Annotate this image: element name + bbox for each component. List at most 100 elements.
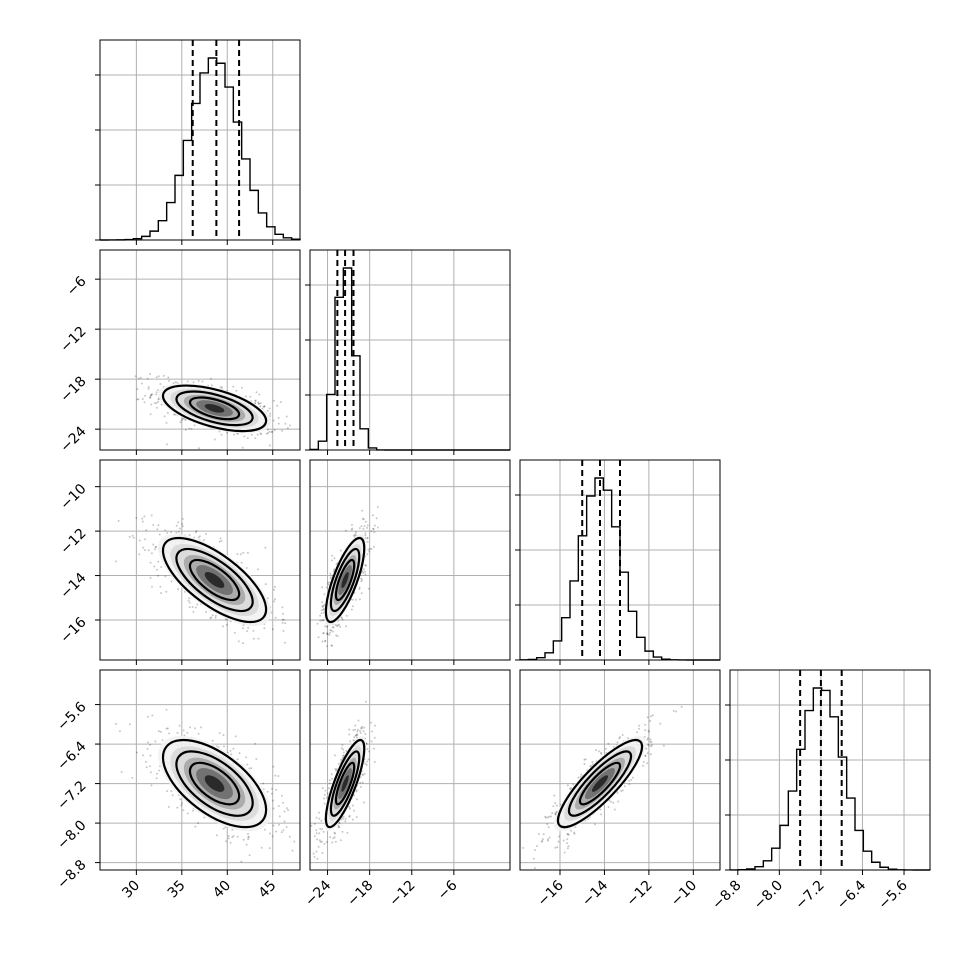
scatter-point: [548, 815, 551, 818]
scatter-point: [642, 764, 645, 767]
scatter-point: [237, 640, 240, 643]
scatter-point: [372, 527, 375, 530]
scatter-point: [649, 720, 652, 722]
scatter-point: [360, 577, 363, 580]
scatter-point: [155, 391, 158, 394]
x-tick-label: −16: [535, 877, 567, 909]
scatter-point: [149, 373, 152, 375]
scatter-point: [362, 774, 365, 777]
scatter-point: [145, 529, 148, 532]
scatter-point: [194, 606, 197, 609]
scatter-point: [366, 553, 369, 556]
scatter-point: [361, 509, 364, 512]
scatter-point: [277, 417, 280, 419]
scatter-point: [352, 729, 355, 732]
scatter-point: [153, 565, 156, 568]
scatter-point: [326, 581, 329, 584]
scatter-point: [158, 533, 161, 536]
scatter-point: [275, 830, 278, 833]
scatter-point: [180, 804, 183, 807]
scatter-point: [179, 798, 182, 801]
scatter-point: [334, 832, 336, 835]
scatter-point: [282, 829, 285, 832]
scatter-point: [236, 835, 239, 838]
scatter-point: [192, 381, 195, 384]
scatter-point: [147, 387, 150, 390]
scatter-point: [375, 517, 378, 520]
scatter-point: [536, 845, 538, 848]
scatter-point: [247, 627, 250, 629]
scatter-point: [241, 386, 243, 389]
scatter-point: [192, 610, 195, 613]
scatter-point: [366, 540, 369, 543]
scatter-point: [336, 625, 338, 627]
scatter-point: [131, 534, 134, 537]
scatter-point: [190, 427, 193, 430]
scatter-point: [155, 777, 158, 780]
y-tick-label: −18: [57, 374, 89, 406]
scatter-point: [567, 833, 570, 836]
scatter-point: [367, 587, 370, 590]
scatter-point: [337, 762, 340, 765]
scatter-point: [160, 592, 162, 595]
scatter-point: [355, 798, 358, 801]
scatter-point: [197, 536, 200, 539]
scatter-point: [638, 724, 641, 727]
scatter-point: [164, 529, 167, 532]
scatter-point: [179, 421, 182, 424]
scatter-point: [338, 623, 341, 626]
scatter-point: [150, 552, 153, 555]
scatter-point: [223, 745, 225, 748]
scatter-point: [623, 785, 626, 788]
scatter-point: [137, 377, 140, 380]
scatter-point: [198, 447, 200, 450]
y-tick-label: −5.6: [54, 699, 89, 734]
contour-line: [161, 738, 268, 829]
scatter-point: [339, 625, 342, 628]
scatter-point: [188, 597, 191, 600]
scatter-point: [642, 761, 645, 763]
scatter-point: [157, 524, 160, 527]
scatter-point: [358, 527, 361, 530]
scatter-point: [157, 574, 160, 577]
scatter-point: [188, 606, 191, 609]
scatter-point: [322, 605, 325, 608]
scatter-point: [197, 379, 200, 382]
scatter-point: [214, 614, 217, 617]
scatter-point: [351, 818, 354, 821]
scatter-point: [547, 826, 550, 829]
scatter-point: [149, 413, 152, 416]
scatter-point: [370, 548, 373, 551]
scatter-point: [232, 747, 235, 750]
scatter-point: [165, 727, 168, 730]
scatter-point: [191, 606, 194, 608]
scatter-point: [364, 564, 367, 566]
scatter-point: [270, 787, 273, 790]
scatter-point: [360, 525, 363, 528]
scatter-point: [145, 766, 148, 769]
axes-frame: [309, 459, 511, 661]
scatter-point: [554, 812, 557, 815]
scatter-point: [282, 612, 284, 615]
contour-line: [188, 396, 241, 421]
scatter-point: [240, 860, 243, 863]
scatter-point: [277, 422, 280, 425]
scatter-point: [147, 741, 149, 744]
scatter-point: [168, 380, 170, 382]
scatter-point: [274, 616, 277, 619]
scatter-point: [584, 758, 587, 761]
scatter-point: [218, 540, 221, 543]
density-fill: [591, 775, 608, 792]
scatter-point: [356, 728, 359, 731]
scatter-point: [209, 617, 212, 620]
scatter-point: [318, 832, 321, 835]
scatter-point: [321, 787, 324, 790]
scatter-point: [372, 528, 375, 530]
scatter-point: [675, 710, 678, 713]
scatter-point: [203, 816, 206, 819]
scatter-point: [270, 792, 273, 795]
scatter-point: [252, 637, 255, 640]
scatter-point: [156, 568, 158, 571]
scatter-point: [193, 424, 196, 427]
axes-frame: [729, 669, 931, 871]
